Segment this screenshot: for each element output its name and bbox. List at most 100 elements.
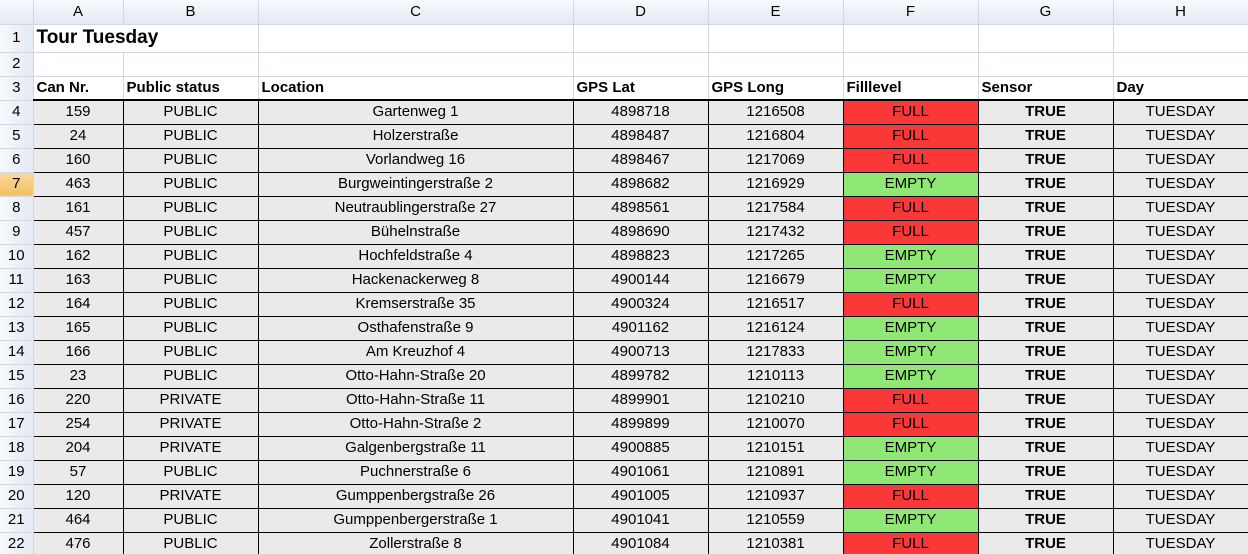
cell-d2[interactable] xyxy=(573,52,709,77)
filllevel-cell[interactable]: FULL xyxy=(843,292,979,317)
filllevel-cell[interactable]: EMPTY xyxy=(843,268,979,293)
gps-long-cell[interactable]: 1210891 xyxy=(708,460,844,485)
day-cell[interactable]: TUESDAY xyxy=(1113,484,1248,509)
gps-lat-cell[interactable]: 4900324 xyxy=(573,292,709,317)
cell-c2[interactable] xyxy=(258,52,574,77)
sensor-cell[interactable]: TRUE xyxy=(978,340,1114,365)
sensor-cell[interactable]: TRUE xyxy=(978,172,1114,197)
location-cell[interactable]: Gartenweg 1 xyxy=(258,100,574,125)
can-nr-cell[interactable]: 162 xyxy=(32,244,124,269)
filllevel-cell[interactable]: FULL xyxy=(843,124,979,149)
header-can-nr[interactable]: Can Nr. xyxy=(33,76,124,101)
location-cell[interactable]: Puchnerstraße 6 xyxy=(258,460,574,485)
cell-e2[interactable] xyxy=(708,52,844,77)
gps-long-cell[interactable]: 1217833 xyxy=(708,340,844,365)
gps-long-cell[interactable]: 1216124 xyxy=(708,316,844,341)
row-header[interactable]: 6 xyxy=(0,148,34,173)
filllevel-cell[interactable]: EMPTY xyxy=(843,172,979,197)
cell-f1[interactable] xyxy=(843,24,979,53)
filllevel-cell[interactable]: EMPTY xyxy=(843,460,979,485)
gps-lat-cell[interactable]: 4898718 xyxy=(573,100,709,125)
row-header-3[interactable]: 3 xyxy=(0,76,34,101)
filllevel-cell[interactable]: FULL xyxy=(843,148,979,173)
header-day[interactable]: Day xyxy=(1113,76,1248,101)
day-cell[interactable]: TUESDAY xyxy=(1113,244,1248,269)
cell-g2[interactable] xyxy=(978,52,1114,77)
day-cell[interactable]: TUESDAY xyxy=(1113,388,1248,413)
gps-long-cell[interactable]: 1216804 xyxy=(708,124,844,149)
public-status-cell[interactable]: PUBLIC xyxy=(123,316,259,341)
header-sensor[interactable]: Sensor xyxy=(978,76,1114,101)
location-cell[interactable]: Am Kreuzhof 4 xyxy=(258,340,574,365)
location-cell[interactable]: Zollerstraße 8 xyxy=(258,532,574,554)
sensor-cell[interactable]: TRUE xyxy=(978,316,1114,341)
column-header-d[interactable]: D xyxy=(573,0,709,25)
can-nr-cell[interactable]: 163 xyxy=(32,268,124,293)
public-status-cell[interactable]: PRIVATE xyxy=(123,484,259,509)
can-nr-cell[interactable]: 476 xyxy=(32,532,124,554)
cell-f2[interactable] xyxy=(843,52,979,77)
day-cell[interactable]: TUESDAY xyxy=(1113,460,1248,485)
can-nr-cell[interactable]: 457 xyxy=(32,220,124,245)
gps-lat-cell[interactable]: 4901084 xyxy=(573,532,709,554)
public-status-cell[interactable]: PUBLIC xyxy=(123,340,259,365)
sheet-title[interactable]: Tour Tuesday xyxy=(33,24,259,53)
filllevel-cell[interactable]: EMPTY xyxy=(843,508,979,533)
header-public-status[interactable]: Public status xyxy=(123,76,259,101)
sensor-cell[interactable]: TRUE xyxy=(978,196,1114,221)
can-nr-cell[interactable]: 254 xyxy=(32,412,124,437)
sensor-cell[interactable]: TRUE xyxy=(978,388,1114,413)
public-status-cell[interactable]: PUBLIC xyxy=(123,508,259,533)
column-header-g[interactable]: G xyxy=(978,0,1114,25)
gps-lat-cell[interactable]: 4898561 xyxy=(573,196,709,221)
cell-b2[interactable] xyxy=(123,52,259,77)
gps-long-cell[interactable]: 1210381 xyxy=(708,532,844,554)
public-status-cell[interactable]: PUBLIC xyxy=(123,460,259,485)
gps-lat-cell[interactable]: 4898467 xyxy=(573,148,709,173)
location-cell[interactable]: Galgenbergstraße 11 xyxy=(258,436,574,461)
cell-h1[interactable] xyxy=(1113,24,1248,53)
can-nr-cell[interactable]: 160 xyxy=(32,148,124,173)
location-cell[interactable]: Burgweintingerstraße 2 xyxy=(258,172,574,197)
row-header[interactable]: 7 xyxy=(0,172,34,197)
public-status-cell[interactable]: PUBLIC xyxy=(123,124,259,149)
public-status-cell[interactable]: PUBLIC xyxy=(123,172,259,197)
row-header[interactable]: 12 xyxy=(0,292,34,317)
row-header[interactable]: 14 xyxy=(0,340,34,365)
row-header[interactable]: 18 xyxy=(0,436,34,461)
row-header[interactable]: 5 xyxy=(0,124,34,149)
cell-d1[interactable] xyxy=(573,24,709,53)
gps-lat-cell[interactable]: 4901162 xyxy=(573,316,709,341)
gps-lat-cell[interactable]: 4900885 xyxy=(573,436,709,461)
filllevel-cell[interactable]: EMPTY xyxy=(843,340,979,365)
location-cell[interactable]: Hackenackerweg 8 xyxy=(258,268,574,293)
filllevel-cell[interactable]: EMPTY xyxy=(843,436,979,461)
public-status-cell[interactable]: PUBLIC xyxy=(123,148,259,173)
filllevel-cell[interactable]: FULL xyxy=(843,484,979,509)
gps-lat-cell[interactable]: 4901041 xyxy=(573,508,709,533)
gps-lat-cell[interactable]: 4898690 xyxy=(573,220,709,245)
can-nr-cell[interactable]: 23 xyxy=(32,364,124,389)
day-cell[interactable]: TUESDAY xyxy=(1113,508,1248,533)
cell-c1[interactable] xyxy=(258,24,574,53)
day-cell[interactable]: TUESDAY xyxy=(1113,316,1248,341)
can-nr-cell[interactable]: 57 xyxy=(32,460,124,485)
location-cell[interactable]: Hochfeldstraße 4 xyxy=(258,244,574,269)
location-cell[interactable]: Otto-Hahn-Straße 20 xyxy=(258,364,574,389)
day-cell[interactable]: TUESDAY xyxy=(1113,268,1248,293)
gps-lat-cell[interactable]: 4899901 xyxy=(573,388,709,413)
day-cell[interactable]: TUESDAY xyxy=(1113,292,1248,317)
public-status-cell[interactable]: PUBLIC xyxy=(123,292,259,317)
gps-long-cell[interactable]: 1216929 xyxy=(708,172,844,197)
filllevel-cell[interactable]: FULL xyxy=(843,196,979,221)
sensor-cell[interactable]: TRUE xyxy=(978,532,1114,554)
column-header-b[interactable]: B xyxy=(123,0,259,25)
sensor-cell[interactable]: TRUE xyxy=(978,460,1114,485)
day-cell[interactable]: TUESDAY xyxy=(1113,412,1248,437)
filllevel-cell[interactable]: EMPTY xyxy=(843,244,979,269)
gps-lat-cell[interactable]: 4898682 xyxy=(573,172,709,197)
day-cell[interactable]: TUESDAY xyxy=(1113,436,1248,461)
public-status-cell[interactable]: PUBLIC xyxy=(123,268,259,293)
filllevel-cell[interactable]: FULL xyxy=(843,220,979,245)
gps-lat-cell[interactable]: 4901061 xyxy=(573,460,709,485)
